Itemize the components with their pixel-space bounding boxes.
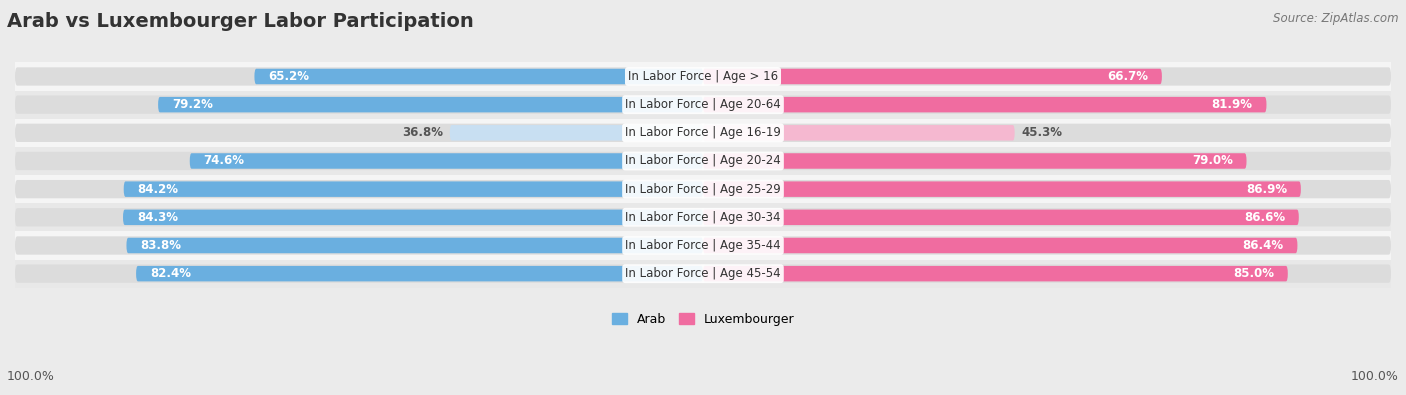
FancyBboxPatch shape <box>703 124 1391 142</box>
Text: 74.6%: 74.6% <box>204 154 245 167</box>
FancyBboxPatch shape <box>703 210 1299 225</box>
FancyBboxPatch shape <box>15 208 703 226</box>
Bar <box>15 62 1391 90</box>
FancyBboxPatch shape <box>703 96 1391 114</box>
Legend: Arab, Luxembourger: Arab, Luxembourger <box>607 308 799 331</box>
FancyBboxPatch shape <box>124 181 703 197</box>
FancyBboxPatch shape <box>15 67 703 86</box>
Text: 84.2%: 84.2% <box>138 182 179 196</box>
FancyBboxPatch shape <box>136 266 703 281</box>
FancyBboxPatch shape <box>254 69 703 84</box>
FancyBboxPatch shape <box>703 69 1161 84</box>
Text: 81.9%: 81.9% <box>1212 98 1253 111</box>
Text: 66.7%: 66.7% <box>1107 70 1149 83</box>
Text: In Labor Force | Age 20-64: In Labor Force | Age 20-64 <box>626 98 780 111</box>
Text: 100.0%: 100.0% <box>7 370 55 383</box>
FancyBboxPatch shape <box>703 125 1015 141</box>
Text: 65.2%: 65.2% <box>269 70 309 83</box>
FancyBboxPatch shape <box>703 208 1391 226</box>
FancyBboxPatch shape <box>15 152 703 170</box>
Bar <box>15 260 1391 288</box>
FancyBboxPatch shape <box>703 265 1391 283</box>
FancyBboxPatch shape <box>703 97 1267 113</box>
Text: In Labor Force | Age 30-34: In Labor Force | Age 30-34 <box>626 211 780 224</box>
Text: In Labor Force | Age > 16: In Labor Force | Age > 16 <box>628 70 778 83</box>
Text: 79.0%: 79.0% <box>1192 154 1233 167</box>
FancyBboxPatch shape <box>703 153 1247 169</box>
FancyBboxPatch shape <box>157 97 703 113</box>
FancyBboxPatch shape <box>15 236 703 255</box>
Text: Arab vs Luxembourger Labor Participation: Arab vs Luxembourger Labor Participation <box>7 12 474 31</box>
Text: In Labor Force | Age 25-29: In Labor Force | Age 25-29 <box>626 182 780 196</box>
Text: 45.3%: 45.3% <box>1022 126 1063 139</box>
Bar <box>15 119 1391 147</box>
Text: Source: ZipAtlas.com: Source: ZipAtlas.com <box>1274 12 1399 25</box>
FancyBboxPatch shape <box>122 210 703 225</box>
FancyBboxPatch shape <box>15 96 703 114</box>
FancyBboxPatch shape <box>703 152 1391 170</box>
Text: 86.4%: 86.4% <box>1243 239 1284 252</box>
FancyBboxPatch shape <box>703 266 1288 281</box>
FancyBboxPatch shape <box>703 238 1298 253</box>
Bar <box>15 175 1391 203</box>
Text: In Labor Force | Age 45-54: In Labor Force | Age 45-54 <box>626 267 780 280</box>
Bar <box>15 90 1391 119</box>
Text: 84.3%: 84.3% <box>136 211 177 224</box>
Text: 86.6%: 86.6% <box>1244 211 1285 224</box>
Text: 100.0%: 100.0% <box>1351 370 1399 383</box>
Text: In Labor Force | Age 35-44: In Labor Force | Age 35-44 <box>626 239 780 252</box>
FancyBboxPatch shape <box>450 125 703 141</box>
Text: 82.4%: 82.4% <box>150 267 191 280</box>
Text: 86.9%: 86.9% <box>1246 182 1286 196</box>
Text: In Labor Force | Age 20-24: In Labor Force | Age 20-24 <box>626 154 780 167</box>
Bar <box>15 231 1391 260</box>
FancyBboxPatch shape <box>15 124 703 142</box>
Bar <box>15 147 1391 175</box>
FancyBboxPatch shape <box>15 180 703 198</box>
Bar <box>15 203 1391 231</box>
Text: 85.0%: 85.0% <box>1233 267 1274 280</box>
Text: 36.8%: 36.8% <box>402 126 443 139</box>
FancyBboxPatch shape <box>703 181 1301 197</box>
Text: In Labor Force | Age 16-19: In Labor Force | Age 16-19 <box>626 126 780 139</box>
Text: 83.8%: 83.8% <box>141 239 181 252</box>
FancyBboxPatch shape <box>703 67 1391 86</box>
FancyBboxPatch shape <box>15 265 703 283</box>
Text: 79.2%: 79.2% <box>172 98 212 111</box>
FancyBboxPatch shape <box>703 180 1391 198</box>
FancyBboxPatch shape <box>703 236 1391 255</box>
FancyBboxPatch shape <box>127 238 703 253</box>
FancyBboxPatch shape <box>190 153 703 169</box>
